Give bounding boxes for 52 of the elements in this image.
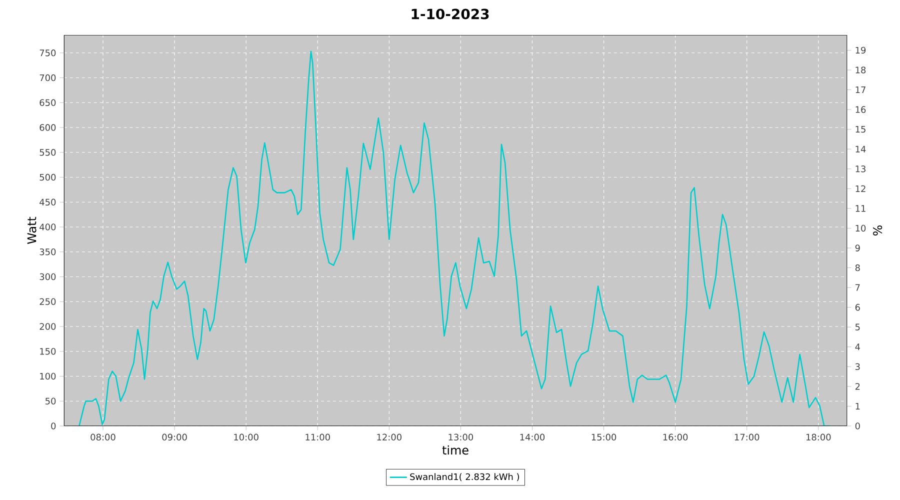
x-tick-label: 09:00	[162, 434, 187, 441]
y2-tick-label: 10	[856, 224, 866, 232]
y2-tick-label: 0	[855, 422, 860, 430]
y-tick-label: 200	[40, 323, 56, 330]
y-tick-label: 700	[40, 74, 56, 82]
x-tick-label: 11:00	[306, 434, 330, 441]
x-tick-label: 14:00	[520, 434, 545, 441]
legend-label: Swanland1( 2.832 kWh )	[410, 473, 520, 482]
y2-tick-label: 16	[856, 106, 866, 113]
x-tick-label: 12:00	[377, 434, 402, 441]
y-tick-label: 500	[40, 174, 56, 181]
y2-tick-label: 15	[856, 126, 866, 133]
y2-tick-label: 19	[856, 46, 866, 54]
chart-title: 1-10-2023	[412, 8, 489, 20]
y-tick-label: 650	[40, 99, 56, 106]
y2-tick-label: 8	[855, 264, 860, 272]
y2-tick-label: 4	[855, 344, 860, 350]
y2-tick-label: 11	[856, 205, 866, 212]
x-tick-label: 17:00	[734, 434, 760, 441]
y2-tick-label: 5	[855, 324, 860, 330]
y2-tick-label: 3	[855, 363, 860, 370]
y2-tick-label: 1	[856, 402, 860, 410]
y-tick-label: 750	[40, 49, 56, 56]
y2-tick-label: 13	[856, 165, 866, 172]
x-tick-label: 18:00	[806, 434, 831, 441]
y-tick-label: 0	[51, 422, 56, 430]
y2-tick-label: 9	[855, 244, 860, 252]
y-tick-label: 550	[40, 148, 56, 156]
x-tick-label: 15:00	[592, 434, 616, 441]
y2-tick-label: 18	[856, 66, 866, 74]
y2-tick-label: 6	[855, 304, 860, 311]
y2-tick-label: 2	[855, 383, 860, 390]
y2-tick-label: 7	[856, 284, 860, 291]
y2-axis-title: %	[873, 225, 882, 236]
y2-tick-label: 12	[856, 185, 866, 192]
x-tick-label: 08:00	[90, 434, 116, 441]
x-tick-label: 13:00	[448, 434, 474, 441]
y2-tick-label: 17	[856, 86, 866, 94]
y-tick-label: 250	[40, 298, 56, 306]
y2-tick-label: 14	[856, 146, 866, 152]
y-tick-label: 350	[40, 248, 56, 256]
x-axis-title: time	[442, 445, 468, 455]
y-axis-title: Watt	[27, 216, 36, 244]
x-tick-label: 16:00	[663, 434, 688, 441]
y-tick-label: 600	[40, 124, 56, 131]
y-tick-label: 450	[40, 198, 56, 206]
y-tick-label: 50	[46, 398, 56, 404]
x-tick-label: 10:00	[234, 434, 258, 441]
y-tick-label: 400	[40, 224, 56, 230]
y-tick-label: 150	[40, 348, 56, 355]
y-tick-label: 100	[40, 372, 56, 380]
y-tick-label: 300	[40, 273, 56, 280]
